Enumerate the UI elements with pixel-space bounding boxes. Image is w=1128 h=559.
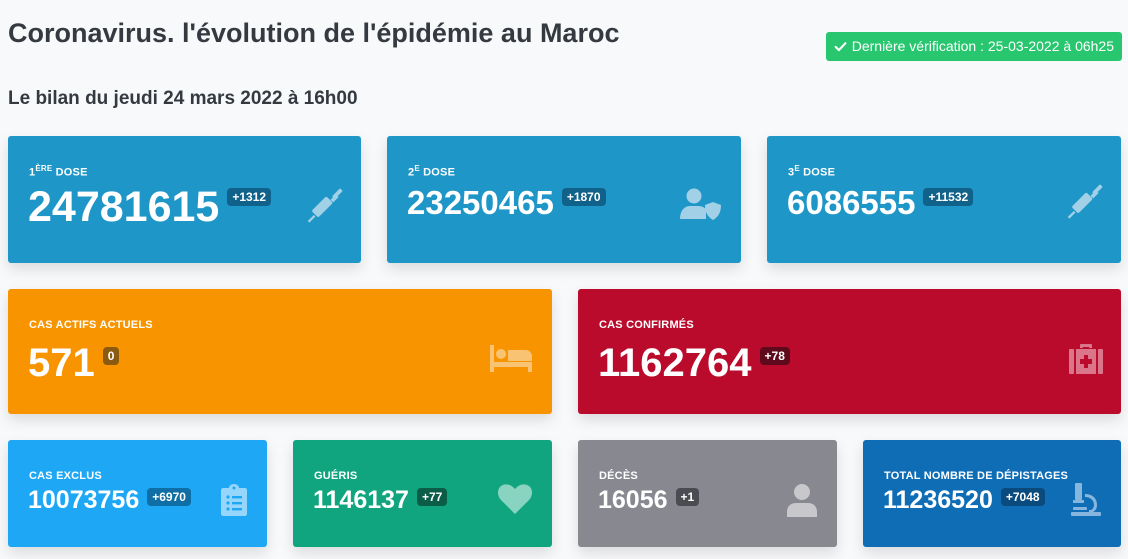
card-value: 24781615 [28,183,220,231]
delta-badge: 0 [102,347,120,365]
card-cas-actifs: CAS ACTIFS ACTUELS 571 0 [8,289,552,414]
card-value: 10073756 [28,486,140,514]
delta-badge: +7048 [1000,488,1045,506]
card-depistages: TOTAL NOMBRE DE DÉPISTAGES 11236520 +704… [863,440,1121,547]
delta-badge: +78 [759,347,790,365]
user-icon [787,484,817,517]
card-value: 23250465 [407,184,554,221]
user-shield-icon [680,188,722,220]
verification-text: Dernière vérification : 25-03-2022 à 06h… [851,38,1114,54]
microscope-icon [1069,483,1101,516]
report-subtitle: Le bilan du jeudi 24 mars 2022 à 16h00 [8,88,358,109]
card-label: 2E DOSE [408,164,456,179]
card-dose-2: 2E DOSE 23250465 +1870 [387,136,741,263]
card-gueris: GUÉRIS 1146137 +77 [293,440,552,547]
card-value: 11236520 [883,486,993,514]
delta-badge: +11532 [923,188,974,206]
delta-badge: +6970 [147,488,191,506]
card-label: TOTAL NOMBRE DE DÉPISTAGES [884,470,1069,482]
page-title: Coronavirus. l'évolution de l'épidémie a… [8,18,620,48]
card-cas-confirmes: CAS CONFIRMÉS 1162764 +78 [578,289,1121,414]
card-deces: DÉCÈS 16056 +1 [578,440,837,547]
card-cas-exclus: CAS EXCLUS 10073756 +6970 [8,440,267,547]
card-dose-1: 1ÈRE DOSE 24781615 +1312 [8,136,361,263]
syringe-icon [307,186,345,224]
card-label: CAS ACTIFS ACTUELS [29,319,153,331]
syringe-icon [1067,182,1105,220]
card-label: CAS CONFIRMÉS [599,319,694,331]
delta-badge: +77 [416,488,448,506]
clipboard-list-icon [221,484,247,516]
card-label: GUÉRIS [314,470,358,482]
heart-icon [498,484,532,514]
delta-badge: +1312 [227,188,272,206]
card-label: 1ÈRE DOSE [29,164,88,179]
card-label: 3E DOSE [788,164,836,179]
medkit-icon [1069,344,1103,374]
card-label: DÉCÈS [599,470,638,482]
delta-badge: +1 [675,488,700,506]
card-value: 1162764 [598,341,752,385]
card-value: 16056 [598,486,668,514]
card-value: 571 [28,341,95,385]
card-label: CAS EXCLUS [29,470,102,482]
check-icon [834,41,847,51]
verification-badge: Dernière vérification : 25-03-2022 à 06h… [825,32,1122,61]
delta-badge: +1870 [561,188,606,206]
card-value: 6086555 [787,184,916,221]
card-dose-3: 3E DOSE 6086555 +11532 [767,136,1121,263]
card-value: 1146137 [313,486,409,514]
bed-icon [490,345,532,372]
